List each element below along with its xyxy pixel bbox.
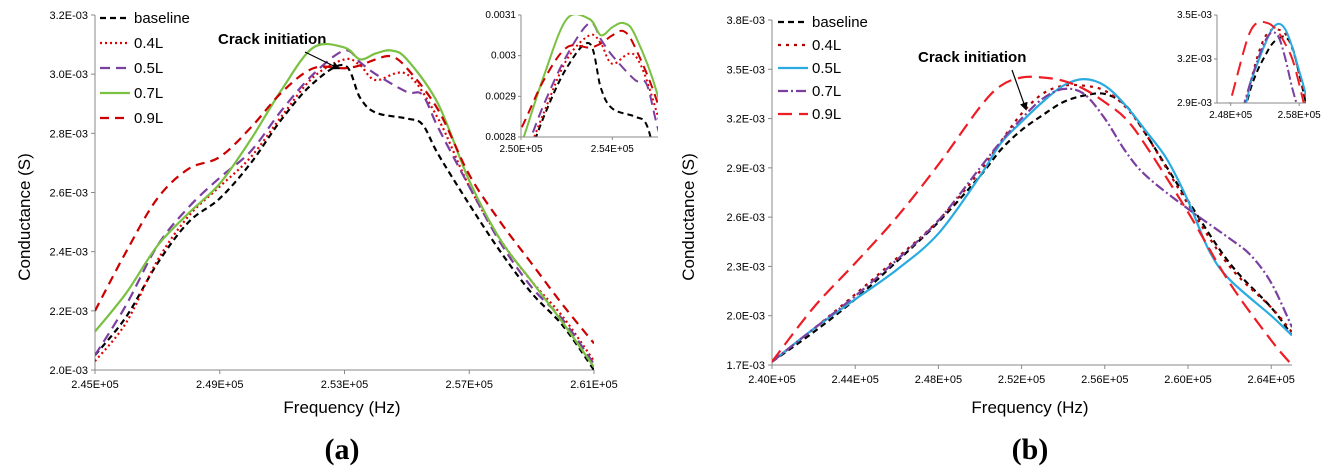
- y-tick-label: 2.0E-03: [49, 365, 88, 377]
- y-tick-label: 3.2E-03: [49, 10, 88, 22]
- legend-label: baseline: [812, 14, 868, 31]
- y-axis-title: Conductance (S): [15, 153, 34, 281]
- inset-y-tick-label: 0.0031: [485, 10, 516, 21]
- y-tick-label: 2.6E-03: [49, 188, 88, 200]
- x-tick-label: 2.52E+05: [998, 374, 1045, 386]
- series-line-baseline: [772, 92, 1292, 363]
- panel-label-a: (a): [325, 433, 360, 466]
- series-line-0.9l: [95, 54, 594, 345]
- series-line-0.4l: [95, 57, 594, 362]
- y-tick-label: 3.2E-03: [726, 114, 765, 126]
- x-tick-label: 2.61E+05: [570, 379, 617, 391]
- x-tick-label: 2.45E+05: [71, 379, 118, 391]
- inset-chart: 2.9E-03 3.2E-03 3.5E-03 2.48E+05 2.58E+05: [1177, 10, 1322, 121]
- y-tick-label: 2.8E-03: [49, 128, 88, 140]
- legend-label: 0.4L: [134, 35, 163, 52]
- inset-series-line-baseline: [1245, 35, 1306, 103]
- inset-x-tick-label: 2.54E+05: [591, 144, 635, 155]
- y-tick-label: 3.8E-03: [726, 15, 765, 27]
- inset-series-line-baseline: [534, 42, 652, 137]
- y-tick-label: 2.9E-03: [726, 163, 765, 175]
- series-line-baseline: [95, 63, 594, 370]
- inset-y-tick-label: 3.5E-03: [1177, 10, 1212, 21]
- x-tick-label: 2.44E+05: [831, 374, 878, 386]
- y-tick-label: 2.3E-03: [726, 261, 765, 273]
- inset-series-line-0.9l: [1228, 20, 1305, 103]
- series-line-0.7l: [772, 87, 1292, 363]
- x-axis-title: Frequency (Hz): [283, 398, 400, 417]
- legend-label: 0.9L: [812, 106, 841, 123]
- y-tick-label: 3.5E-03: [726, 64, 765, 76]
- legend-label: 0.7L: [812, 83, 841, 100]
- crack-initiation-annotation: Crack initiation: [218, 31, 326, 48]
- x-tick-label: 2.40E+05: [748, 374, 795, 386]
- annotation-arrow: [304, 51, 341, 70]
- legend-label: 0.4L: [812, 37, 841, 54]
- inset-x-tick-label: 2.50E+05: [499, 144, 543, 155]
- x-tick-label: 2.64E+05: [1247, 374, 1294, 386]
- crack-initiation-annotation: Crack initiation: [918, 49, 1026, 66]
- x-axis-title: Frequency (Hz): [971, 398, 1088, 417]
- x-tick-label: 2.57E+05: [446, 379, 493, 391]
- x-tick-label: 2.56E+05: [1081, 374, 1128, 386]
- inset-series-line-0.7l: [522, 15, 658, 137]
- inset-y-tick-label: 0.003: [491, 51, 516, 62]
- series-line-0.5l: [772, 78, 1292, 363]
- x-tick-label: 2.48E+05: [915, 374, 962, 386]
- legend: baseline 0.4L 0.5L 0.7L 0.9L: [778, 14, 868, 123]
- inset-series-line-0.5l: [530, 21, 658, 137]
- inset-y-tick-label: 0.0029: [485, 91, 516, 102]
- legend-label: 0.5L: [812, 60, 841, 77]
- inset-y-tick-label: 3.2E-03: [1177, 54, 1212, 65]
- series-line-0.5l: [95, 49, 594, 365]
- x-tick-label: 2.49E+05: [196, 379, 243, 391]
- inset-y-tick-label: 2.9E-03: [1177, 98, 1212, 109]
- x-tick-label: 2.60E+05: [1164, 374, 1211, 386]
- panel-label-b: (b): [1012, 433, 1049, 466]
- legend: baseline 0.4L 0.5L 0.7L 0.9L: [100, 10, 190, 127]
- y-tick-label: 2.2E-03: [49, 306, 88, 318]
- y-axis-title: Conductance (S): [679, 153, 698, 281]
- inset-series-line-0.5l: [1245, 22, 1306, 103]
- annotation-arrow: [1011, 69, 1028, 111]
- inset-chart: 0.0028 0.0029 0.003 0.0031 2.50E+05 2.54E+05: [485, 10, 658, 155]
- inset-x-tick-label: 2.48E+05: [1209, 110, 1253, 121]
- inset-series-line-0.9l: [521, 29, 658, 132]
- y-tick-label: 2.6E-03: [726, 212, 765, 224]
- legend-label: baseline: [134, 10, 190, 27]
- legend-label: 0.9L: [134, 110, 163, 127]
- x-tick-label: 2.53E+05: [321, 379, 368, 391]
- series-line-0.9l: [772, 75, 1292, 365]
- chart-panel-b: Conductance (S) Frequency (Hz) baseline 0…: [679, 10, 1322, 466]
- inset-y-tick-label: 0.0028: [485, 132, 516, 143]
- legend-label: 0.5L: [134, 60, 163, 77]
- inset-background: [521, 15, 658, 137]
- inset-x-tick-label: 2.58E+05: [1278, 110, 1322, 121]
- legend-label: 0.7L: [134, 85, 163, 102]
- series-line-0.4l: [772, 83, 1292, 363]
- y-tick-label: 2.0E-03: [726, 311, 765, 323]
- y-tick-label: 1.7E-03: [726, 360, 765, 372]
- inset-background: [1217, 15, 1306, 103]
- inset-series-line-0.4l: [533, 33, 658, 137]
- y-tick-label: 2.4E-03: [49, 247, 88, 259]
- y-tick-label: 3.0E-03: [49, 69, 88, 81]
- chart-panel-a: Conductance (S) Frequency (Hz) baseline 0…: [15, 10, 658, 466]
- series-line-0.7l: [95, 42, 594, 368]
